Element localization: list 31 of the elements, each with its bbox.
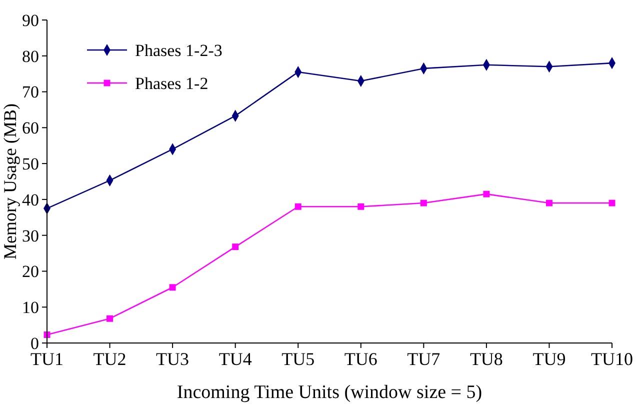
x-tick-label: TU9 xyxy=(532,349,566,369)
y-axis-title: Memory Usage (MB) xyxy=(0,104,20,260)
y-tick-label: 50 xyxy=(22,154,39,174)
y-tick-label: 40 xyxy=(22,190,39,210)
x-tick-label: TU8 xyxy=(470,349,503,369)
point xyxy=(546,200,552,206)
point xyxy=(232,244,239,250)
y-tick-label: 80 xyxy=(22,46,39,66)
point xyxy=(358,203,364,210)
x-axis-title: Incoming Time Units (window size = 5) xyxy=(176,382,482,403)
x-tick-label: TU6 xyxy=(344,349,378,369)
x-tick-label: TU4 xyxy=(218,349,252,369)
x-tick-label: TU10 xyxy=(591,349,633,369)
x-tick-label: TU5 xyxy=(282,349,315,369)
x-tick-label: TU7 xyxy=(407,349,440,369)
y-tick-label: 20 xyxy=(22,262,39,282)
legend-label: Phases 1-2 xyxy=(135,74,208,93)
point xyxy=(608,200,616,206)
point xyxy=(483,190,490,198)
y-tick-label: 70 xyxy=(22,82,39,102)
legend-label: Phases 1-2-3 xyxy=(135,40,222,60)
point xyxy=(294,203,302,210)
y-tick-label: 30 xyxy=(22,226,39,246)
x-tick-label: TU3 xyxy=(156,349,190,369)
y-tick-label: 60 xyxy=(22,118,39,138)
x-tick-label: TU2 xyxy=(93,349,126,369)
point xyxy=(169,284,176,291)
y-tick-label: 10 xyxy=(22,298,39,318)
point xyxy=(106,315,114,322)
y-tick-label: 90 xyxy=(22,10,39,30)
point xyxy=(420,200,427,206)
